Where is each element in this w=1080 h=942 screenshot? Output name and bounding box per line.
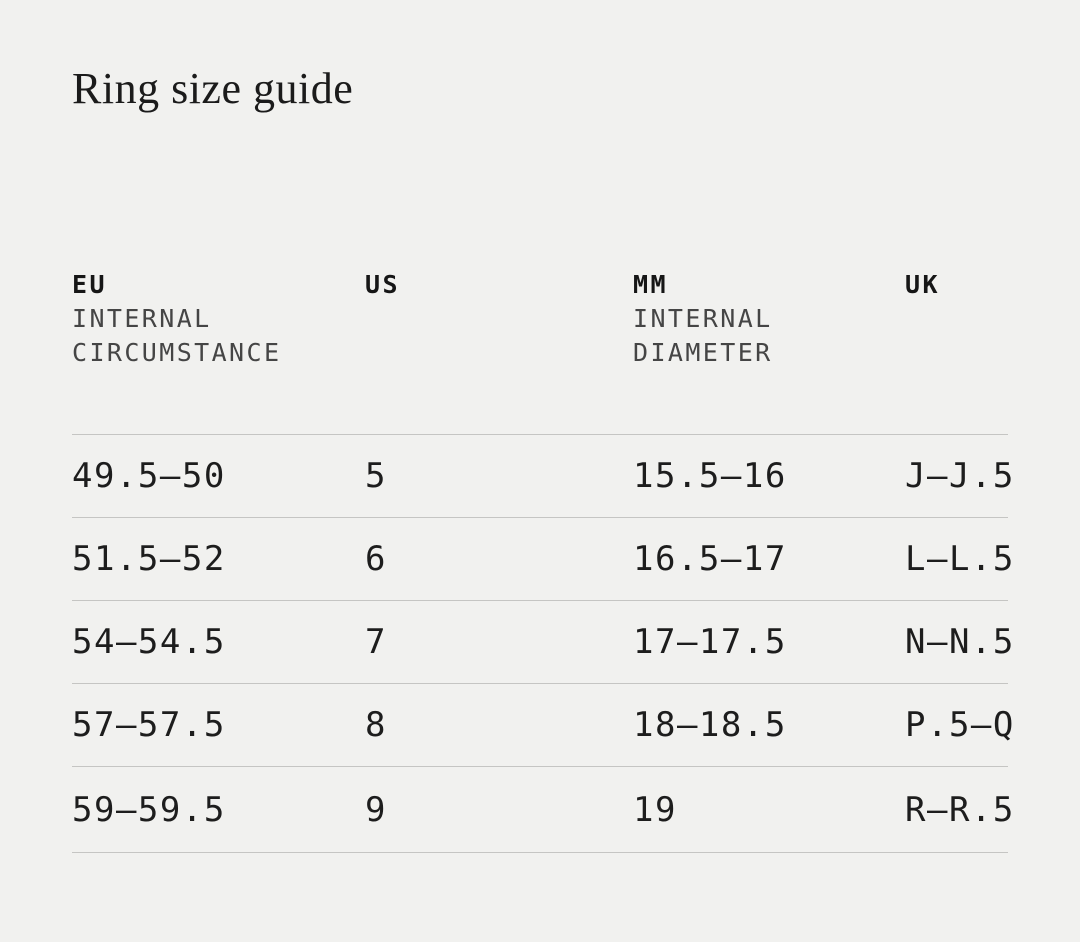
cell-mm: 19	[633, 789, 677, 830]
cell-uk: P.5—Q	[905, 705, 1015, 746]
column-header-us-label: US	[365, 270, 400, 300]
cell-eu: 51.5—52	[72, 539, 226, 580]
column-header-mm-sublabel: INTERNAL DIAMETER	[633, 304, 773, 368]
column-header-mm: MM INTERNAL DIAMETER	[633, 268, 905, 370]
table-row: 54—54.5 7 17—17.5 N—N.5	[72, 600, 1013, 683]
cell-us: 7	[365, 622, 387, 663]
cell-us: 8	[365, 705, 387, 746]
cell-eu: 54—54.5	[72, 622, 226, 663]
cell-mm: 17—17.5	[633, 622, 787, 663]
column-header-eu-label: EU	[72, 270, 107, 300]
page-title: Ring size guide	[72, 64, 354, 113]
cell-mm: 18—18.5	[633, 705, 787, 746]
cell-us: 6	[365, 539, 387, 580]
cell-eu: 49.5—50	[72, 456, 226, 497]
cell-eu: 57—57.5	[72, 705, 226, 746]
column-header-us: US	[365, 268, 633, 370]
table-row: 57—57.5 8 18—18.5 P.5—Q	[72, 683, 1013, 766]
column-header-eu: EU INTERNAL CIRCUMSTANCE	[72, 268, 365, 370]
column-header-uk: UK	[905, 268, 1008, 370]
cell-mm: 15.5—16	[633, 456, 787, 497]
column-header-mm-label: MM	[633, 270, 668, 300]
cell-uk: J—J.5	[905, 456, 1015, 497]
table-row: 51.5—52 6 16.5—17 L—L.5	[72, 517, 1013, 600]
ring-size-table: EU INTERNAL CIRCUMSTANCE US MM INTERNAL …	[72, 268, 1013, 854]
cell-uk: N—N.5	[905, 622, 1015, 663]
cell-us: 5	[365, 456, 387, 497]
table-header-row: EU INTERNAL CIRCUMSTANCE US MM INTERNAL …	[72, 268, 1008, 370]
table-row: 59—59.5 9 19 R—R.5	[72, 766, 1013, 854]
cell-uk: R—R.5	[905, 789, 1015, 830]
column-header-uk-label: UK	[905, 270, 940, 300]
cell-uk: L—L.5	[905, 539, 1015, 580]
column-header-eu-sublabel: INTERNAL CIRCUMSTANCE	[72, 304, 282, 368]
cell-mm: 16.5—17	[633, 539, 787, 580]
cell-us: 9	[365, 789, 387, 830]
cell-eu: 59—59.5	[72, 789, 226, 830]
table-body: 49.5—50 5 15.5—16 J—J.5 51.5—52 6 16.5—1…	[72, 434, 1013, 854]
table-row: 49.5—50 5 15.5—16 J—J.5	[72, 434, 1013, 517]
